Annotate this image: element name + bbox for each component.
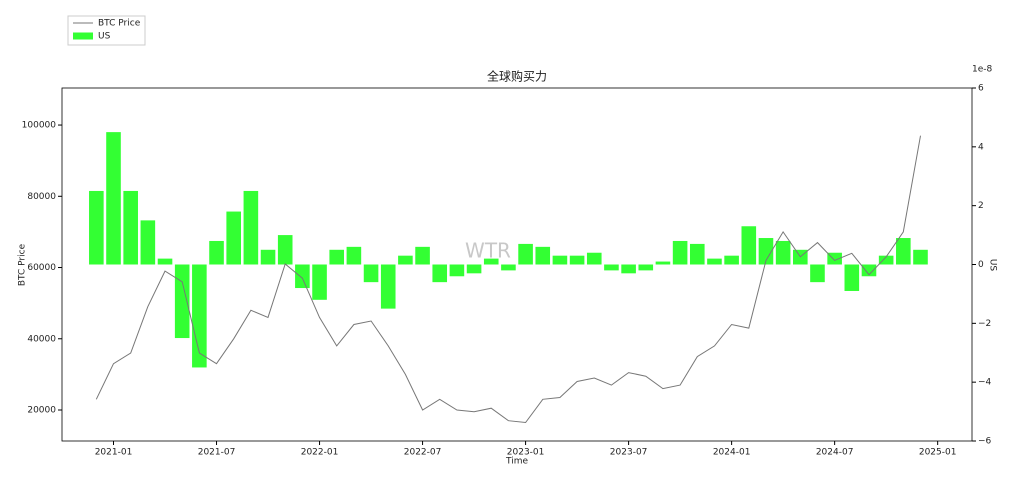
bar (312, 264, 327, 300)
bar (363, 264, 379, 283)
x-tick-label: 2024-07 (816, 448, 854, 458)
bar (174, 264, 190, 339)
y2-tick-label: 6 (978, 84, 984, 94)
bar (415, 246, 430, 265)
y-tick-label: 60000 (27, 263, 56, 273)
y2-tick-label: −4 (978, 378, 992, 388)
bar (140, 220, 156, 265)
bar (123, 190, 138, 265)
bar (724, 255, 739, 265)
y2-tick-label: 4 (978, 142, 984, 152)
bar (689, 243, 705, 265)
bar (398, 255, 413, 265)
bar (638, 264, 654, 271)
bar (209, 240, 224, 265)
x-tick-label: 2022-07 (404, 448, 442, 458)
x-tick-label: 2024-01 (713, 448, 751, 458)
bar (157, 258, 173, 265)
x-axis-label: Time (505, 457, 528, 467)
bar (89, 190, 104, 265)
legend-label: US (98, 32, 111, 42)
bar (260, 249, 276, 265)
x-tick-label: 2023-07 (610, 448, 648, 458)
y2-tick-label: −6 (978, 437, 992, 447)
bar (106, 132, 121, 265)
y2-axis-label: US (988, 259, 998, 272)
bar (226, 211, 241, 265)
bar (243, 190, 259, 265)
legend-swatch (73, 32, 93, 40)
y2-tick-label: 0 (978, 260, 984, 270)
bar (569, 255, 585, 265)
y-tick-label: 100000 (22, 121, 57, 131)
bar (810, 264, 825, 283)
y2-tick-label: 2 (978, 201, 984, 211)
bar (380, 264, 396, 309)
x-tick-label: 2022-01 (301, 448, 339, 458)
y-tick-label: 40000 (27, 334, 56, 344)
y-tick-label: 80000 (27, 192, 56, 202)
bar (432, 264, 448, 283)
x-tick-label: 2021-07 (198, 448, 236, 458)
bar (913, 249, 928, 265)
bar (449, 264, 465, 277)
x-tick-label: 2023-01 (507, 448, 545, 458)
bar (552, 255, 568, 265)
bar (655, 261, 671, 265)
bar (672, 240, 688, 265)
bar (775, 240, 791, 265)
bar (329, 249, 345, 265)
bar (586, 252, 602, 265)
y2-offset: 1e-8 (972, 65, 993, 75)
x-tick-label: 2025-01 (919, 448, 957, 458)
bar (501, 264, 516, 271)
x-tick-label: 2021-01 (95, 448, 133, 458)
y2-tick-label: −2 (978, 319, 991, 329)
bar (707, 258, 722, 265)
bar (827, 252, 842, 265)
bar (758, 238, 774, 265)
price-line (95, 135, 921, 424)
legend-box (67, 15, 146, 46)
chart-title: 全球购买力 (487, 69, 547, 84)
bar (295, 264, 310, 289)
y-axis-label: BTC Price (18, 243, 28, 286)
bar (844, 264, 860, 291)
bar (535, 246, 551, 265)
bar (741, 226, 757, 265)
bar (346, 246, 362, 265)
bar (861, 264, 877, 277)
bar (518, 243, 533, 265)
bar (192, 264, 207, 368)
bar (896, 238, 911, 265)
bar (483, 258, 499, 265)
bar (604, 264, 619, 271)
legend-label: BTC Price (98, 19, 141, 29)
bar (878, 255, 894, 265)
bar (277, 235, 293, 265)
watermark: WTR (465, 239, 511, 263)
y-tick-label: 20000 (27, 406, 56, 416)
bar (466, 264, 482, 274)
bar (621, 264, 636, 274)
